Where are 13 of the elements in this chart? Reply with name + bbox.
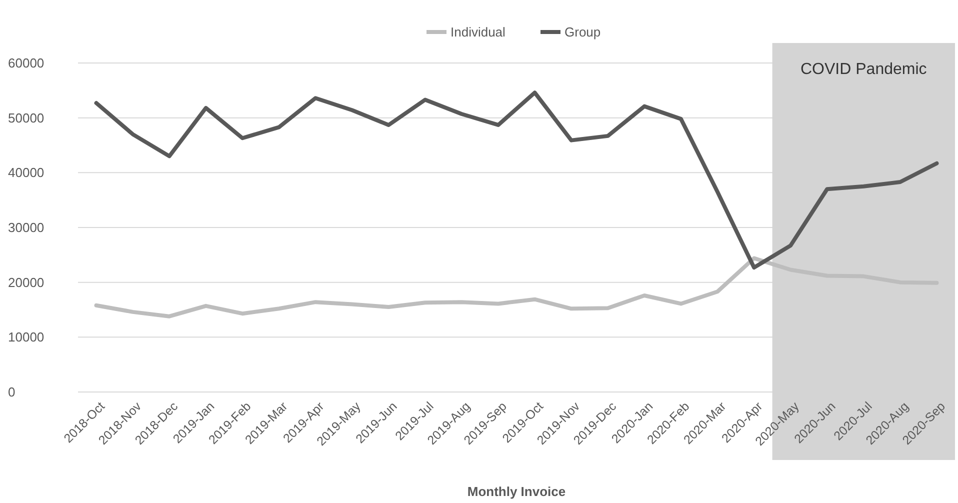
y-tick-label: 20000: [8, 274, 44, 290]
x-axis-title: Monthly Invoice: [467, 484, 566, 499]
y-tick-label: 60000: [8, 56, 44, 71]
y-tick-label: 0: [8, 384, 16, 400]
legend-label: Individual: [450, 24, 506, 40]
line-series: [94, 256, 939, 318]
y-tick-label: 40000: [8, 165, 44, 180]
band-label: COVID Pandemic: [800, 61, 927, 78]
y-tick-label: 10000: [8, 330, 44, 345]
y-tick-label: 50000: [8, 110, 44, 126]
line-series: [94, 90, 939, 270]
legend-label: Group: [564, 24, 601, 40]
y-tick-label: 30000: [8, 220, 44, 236]
